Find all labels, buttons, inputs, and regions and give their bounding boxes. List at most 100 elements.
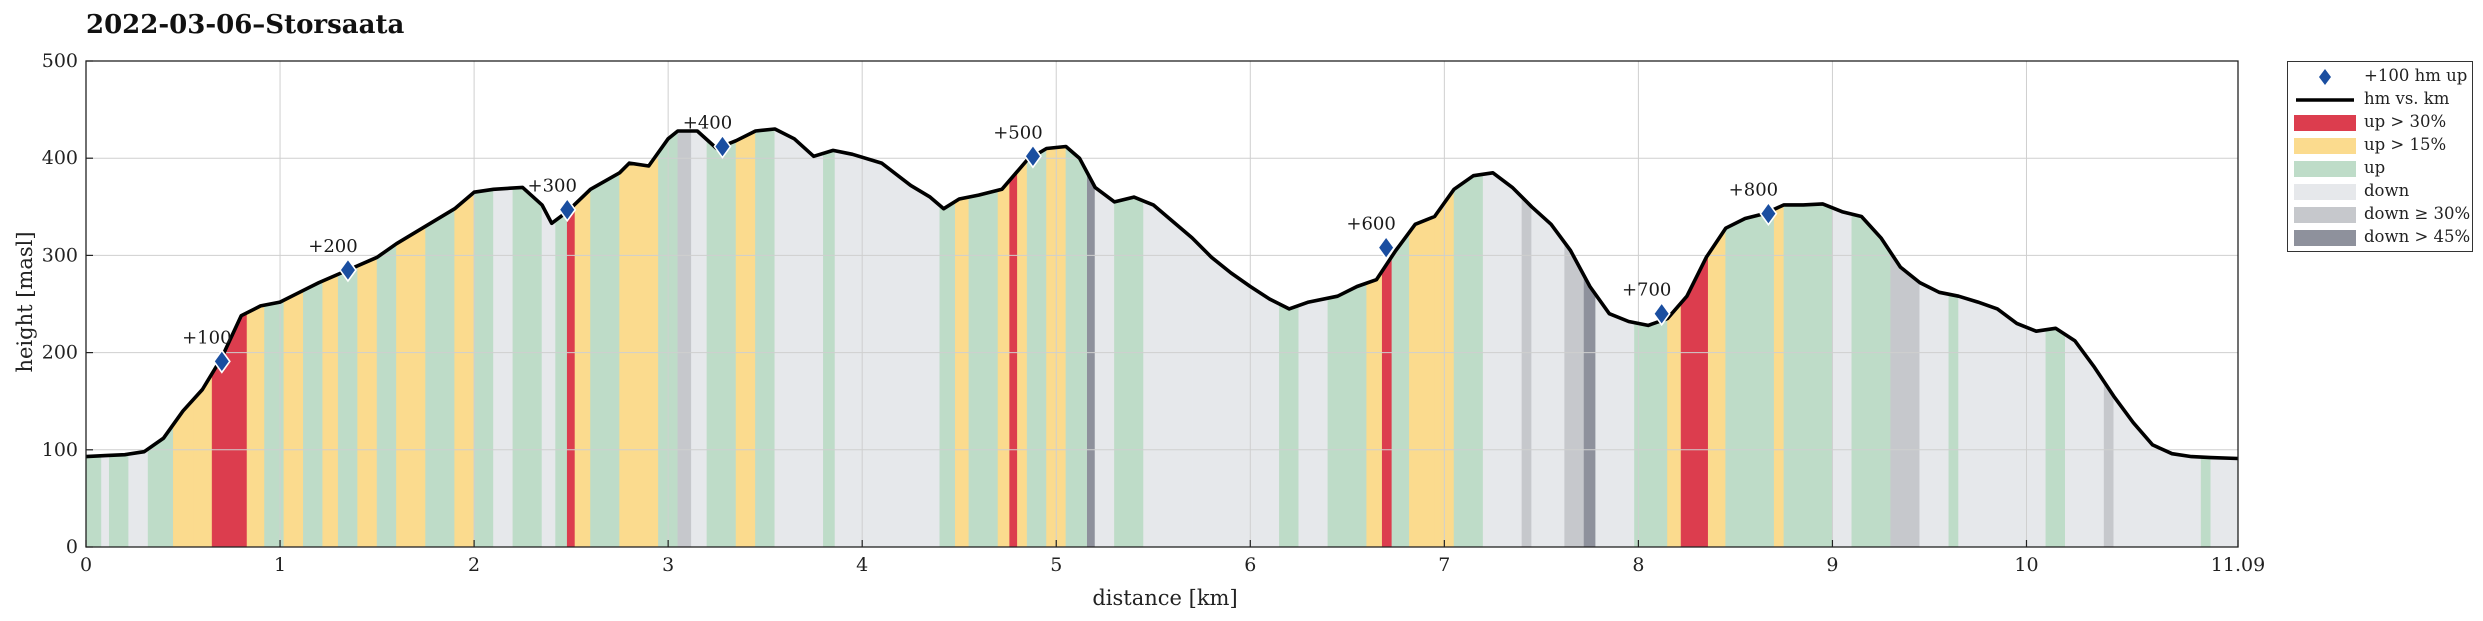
marker-label-6: +600: [1346, 214, 1395, 235]
marker-5: [1023, 143, 1042, 169]
segment-down-52: [1191, 237, 1280, 548]
y-tick-4: 400: [42, 147, 78, 169]
marker-2: [338, 257, 357, 283]
segment-up15-16: [396, 225, 426, 548]
y-tick-3: 300: [42, 244, 78, 266]
legend-label-down30: down ≥ 30%: [2364, 204, 2471, 223]
y-tick-0: 0: [66, 536, 78, 558]
segment-up15-27: [619, 151, 659, 548]
segment-down-36: [834, 150, 921, 548]
marker-4: [713, 134, 732, 159]
segment-up-72: [1725, 208, 1775, 548]
segment-up30-42: [1009, 170, 1018, 548]
profile-line: [85, 127, 2239, 461]
segment-up-58: [1391, 231, 1410, 548]
segment-down-50: [1143, 200, 1173, 548]
segment-up-40: [968, 189, 999, 548]
segment-up-81: [2045, 327, 2066, 548]
segment-down-30: [691, 130, 708, 548]
axes: 0 1 2 3 4 5 6 7 8 9 10 11.09 0 100 200 300 400 500: [42, 50, 2265, 576]
segment-down30-63: [1521, 196, 1532, 548]
segment-down-64: [1531, 206, 1565, 548]
segment-up15-73: [1773, 204, 1785, 548]
x-axis-label: distance [km]: [1092, 586, 1237, 610]
segment-up15-41: [997, 179, 1010, 548]
segment-down45-66: [1583, 275, 1596, 548]
segment-down-82: [2065, 334, 2105, 548]
segment-up15-56: [1366, 269, 1383, 548]
segment-up-17: [425, 208, 455, 548]
segment-down-22: [541, 204, 556, 548]
x-tick-1: 1: [274, 554, 286, 576]
segment-up-19: [473, 188, 494, 548]
segment-up-21: [512, 187, 543, 548]
marker-group: +100 +200 +300 +400 +500 +600 +700 +800: [182, 113, 1778, 374]
segment-down-86: [2210, 457, 2239, 548]
segment-up-44: [1026, 147, 1047, 548]
legend-swatch-down: [2294, 184, 2356, 200]
segment-up-38: [939, 200, 956, 548]
segment-up-46: [1065, 145, 1088, 548]
segment-down-37: [920, 190, 941, 548]
segment-down-34: [774, 128, 824, 548]
x-tick-4: 4: [856, 554, 868, 576]
segment-up15-69: [1667, 302, 1682, 548]
segment-up15-12: [322, 273, 339, 548]
legend-label-down45: down > 45%: [2364, 227, 2471, 246]
marker-7: [1652, 301, 1671, 327]
legend-label-up15: up > 15%: [2364, 135, 2447, 154]
marker-label-8: +800: [1729, 180, 1778, 201]
segment-down-1: [101, 455, 110, 548]
x-tick-8: 8: [1632, 554, 1644, 576]
y-tick-1: 100: [42, 439, 78, 461]
segment-down30-65: [1564, 241, 1585, 548]
segment-down-20: [493, 187, 514, 548]
segment-up15-59: [1409, 216, 1435, 548]
segment-up15-43: [1017, 159, 1028, 548]
legend-label-up: up: [2364, 158, 2386, 177]
segment-up15-8: [246, 304, 265, 548]
marker-label-2: +200: [308, 236, 357, 257]
marker-label-4: +400: [683, 113, 732, 134]
x-tick-6: 6: [1244, 554, 1256, 576]
legend-item-down: down: [2288, 180, 2472, 204]
legend-swatch-down45: [2294, 230, 2356, 246]
segment-up-0: [85, 455, 102, 548]
segment-down-51: [1172, 220, 1193, 548]
segment-up-9: [264, 299, 285, 548]
segment-down-78: [1919, 282, 1950, 548]
chart-title: 2022-03-06–Storsaata: [86, 10, 405, 40]
legend-label-marker: +100 hm up: [2364, 66, 2468, 85]
segment-up-35: [823, 150, 836, 548]
segment-up-55: [1327, 282, 1368, 548]
legend-item-up: up: [2288, 157, 2472, 181]
legend-item-up30: up > 30%: [2288, 111, 2472, 135]
marker-6: [1377, 235, 1396, 260]
segment-up-49: [1114, 196, 1144, 548]
segment-up-15: [376, 243, 397, 548]
marker-1: [212, 348, 231, 374]
segment-up-23: [555, 211, 568, 548]
x-tick-11: 11.09: [2211, 554, 2265, 576]
legend-item-up15: up > 15%: [2288, 134, 2472, 158]
legend-swatch-up: [2294, 161, 2356, 177]
segment-down30-29: [677, 130, 692, 548]
segment-up-53: [1279, 303, 1300, 548]
segment-up15-10: [283, 289, 304, 548]
marker-3: [558, 197, 577, 223]
slope-segments: [85, 128, 2239, 548]
legend-swatch-marker: [2294, 69, 2356, 85]
x-tick-5: 5: [1050, 554, 1062, 576]
segment-up15-39: [955, 196, 970, 548]
segment-down-54: [1298, 297, 1329, 548]
segment-up-33: [755, 128, 776, 548]
segment-down-62: [1482, 172, 1523, 548]
segment-up-85: [2200, 456, 2212, 548]
x-tick-7: 7: [1438, 554, 1450, 576]
segment-down-67: [1595, 293, 1635, 548]
segment-down-75: [1832, 207, 1853, 548]
segment-down-84: [2113, 395, 2202, 548]
profile-line-group: [85, 127, 2239, 461]
legend-item-marker: +100 hm up: [2288, 65, 2472, 89]
